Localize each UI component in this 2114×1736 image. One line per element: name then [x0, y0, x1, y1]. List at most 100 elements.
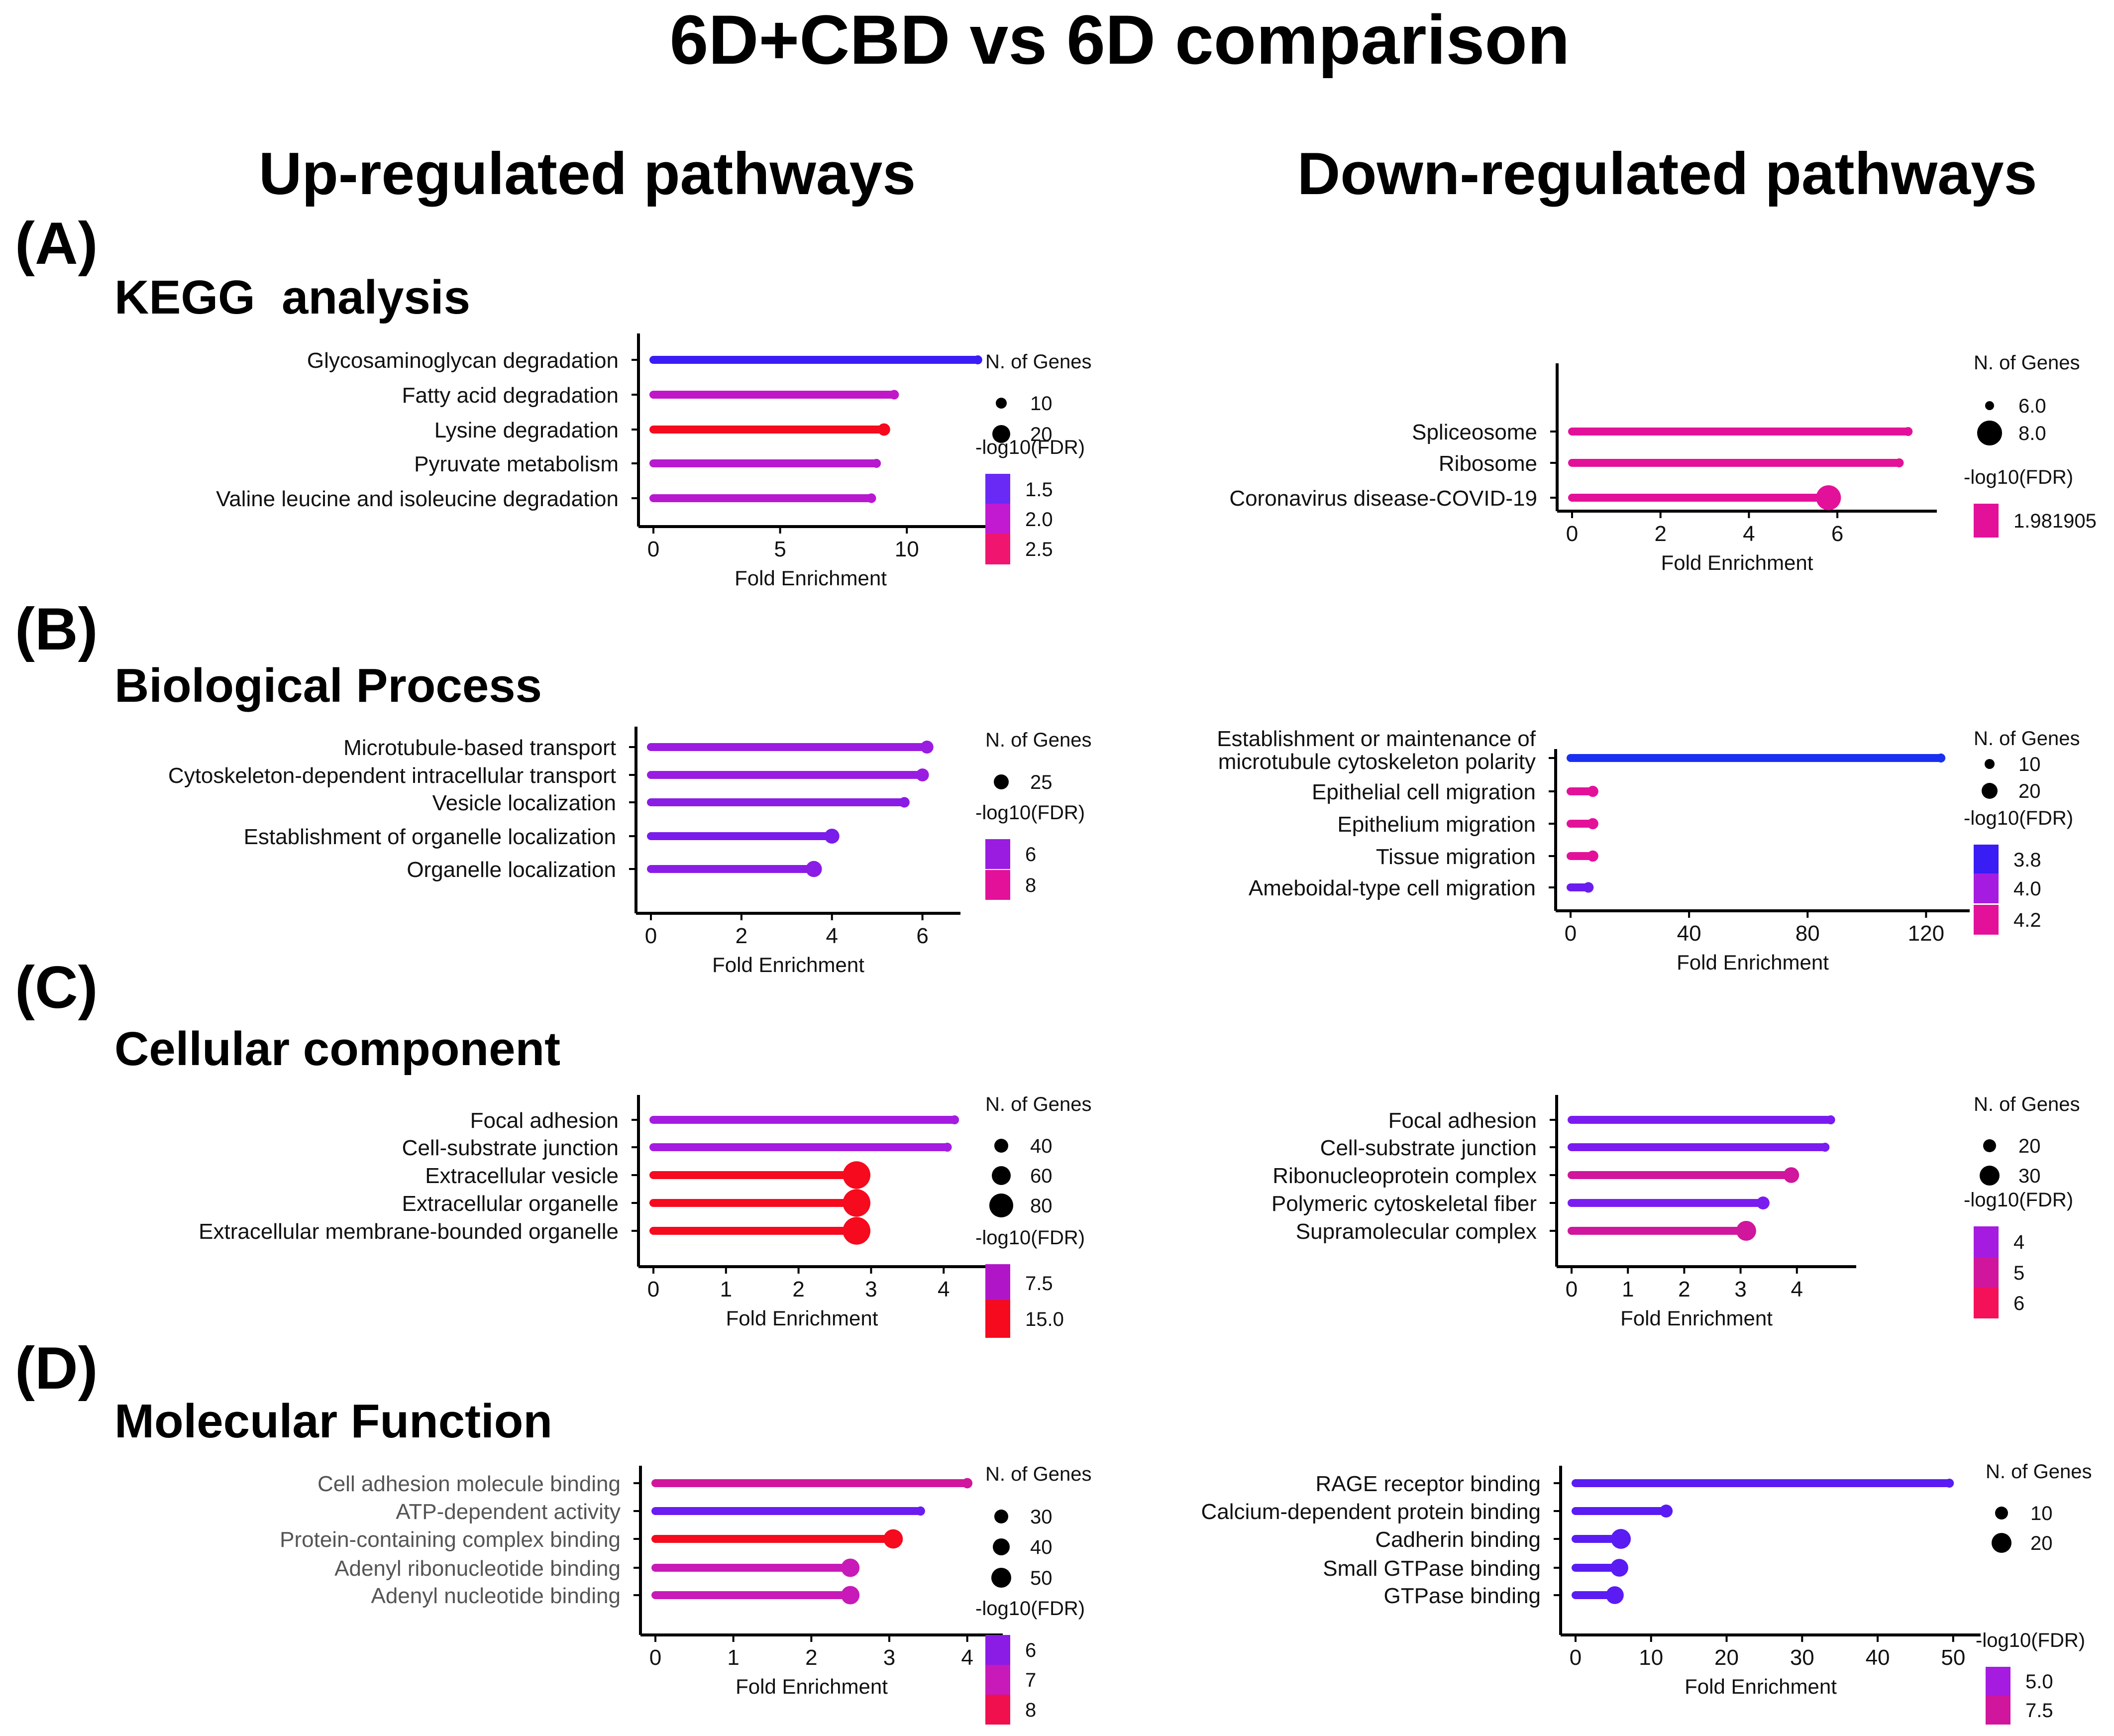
lollipop-point: [1816, 485, 1841, 510]
color-legend-label: 6: [1025, 1639, 1036, 1661]
section-letter-d: (D): [15, 1335, 98, 1402]
y-category-label: Organelle localization: [407, 858, 616, 882]
size-legend-label: 40: [1030, 1536, 1053, 1558]
lollipop-point: [843, 1189, 871, 1217]
size-legend-dot: [1983, 1139, 1996, 1152]
x-tick-label: 2: [1678, 1277, 1690, 1302]
chart-mf_up: 0 1 2 3 4 Fold Enrichment Cell adhesion molecu…: [280, 1463, 1091, 1725]
lollipop-point: [841, 1586, 860, 1605]
y-category-label: Cell-substrate junction: [402, 1136, 619, 1160]
size-legend-label: 40: [1030, 1135, 1053, 1157]
lollipop-point: [1945, 1479, 1954, 1488]
size-legend-dot: [1982, 783, 1998, 799]
size-legend-title: N. of Genes: [1974, 352, 2080, 374]
size-legend-title: N. of Genes: [985, 1463, 1091, 1485]
color-legend-label: 7: [1025, 1669, 1036, 1691]
x-tick-label: 2: [736, 924, 747, 948]
color-legend-label: 4: [2013, 1231, 2024, 1253]
color-legend-label: 2.0: [1025, 509, 1053, 531]
color-legend-swatch: [1974, 1226, 1999, 1257]
y-category-label: Focal adhesion: [470, 1108, 619, 1133]
size-legend-label: 80: [1030, 1195, 1053, 1217]
size-legend-label: 25: [1030, 771, 1053, 793]
x-tick-label: 2: [1654, 522, 1666, 546]
chart-kegg_down: 0 2 4 6 Fold Enrichment Spliceosome Ribosome Co…: [1229, 352, 2097, 574]
size-legend-label: 10: [2018, 754, 2041, 775]
x-tick-label: 10: [1639, 1645, 1663, 1670]
size-legend-label: 20: [2018, 780, 2041, 802]
size-legend-label: 60: [1030, 1165, 1053, 1187]
x-axis-title: Fold Enrichment: [1685, 1675, 1837, 1698]
color-legend-label: 8: [1025, 1699, 1036, 1721]
color-legend-swatch: [985, 1695, 1010, 1725]
y-category-label: RAGE receptor binding: [1316, 1472, 1541, 1496]
size-legend-title: N. of Genes: [1974, 728, 2080, 750]
lollipop-point: [1583, 882, 1594, 893]
x-tick-label: 1: [1622, 1277, 1634, 1302]
color-legend-title: -log10(FDR): [1964, 466, 2073, 488]
x-tick-label: 4: [961, 1645, 973, 1670]
chart-cc_down: 0 1 2 3 4 Fold Enrichment Focal adhesion Cell-s…: [1271, 1093, 2080, 1330]
down-heading: Down-regulated pathways: [1297, 140, 2037, 207]
lollipop-point: [1587, 785, 1598, 797]
size-legend-label: 8.0: [2018, 423, 2046, 444]
color-legend-label: 2.5: [1025, 539, 1053, 560]
lollipop-point: [1611, 1529, 1631, 1549]
lollipop-point: [916, 768, 929, 781]
x-axis-title: Fold Enrichment: [726, 1306, 878, 1330]
lollipop-point: [899, 797, 910, 808]
x-tick-label: 120: [1908, 921, 1944, 946]
y-category-label: Tissue migration: [1376, 845, 1536, 869]
x-tick-label: 4: [1791, 1277, 1803, 1302]
x-tick-label: 4: [826, 924, 838, 948]
size-legend-label: 10: [2030, 1503, 2053, 1524]
x-tick-label: 1: [727, 1645, 739, 1670]
lollipop-point: [883, 1529, 903, 1549]
lollipop-point: [1606, 1586, 1624, 1604]
lollipop-point: [841, 1558, 860, 1577]
y-category-label: ATP-dependent activity: [396, 1500, 621, 1524]
color-legend-swatch: [1974, 845, 1999, 874]
y-category-label: GTPase binding: [1383, 1584, 1541, 1608]
y-category-label: Microtubule-based transport: [343, 736, 616, 760]
chart-bp_down: 0 40 80 120 Fold Enrichment Establishment or …: [1217, 727, 2080, 974]
x-tick-label: 0: [647, 1277, 659, 1302]
section-title-biological-process: Biological Process: [114, 659, 542, 712]
y-category-label: Spliceosome: [1412, 420, 1537, 444]
color-legend-label: 1.5: [1025, 479, 1053, 501]
x-tick-label: 0: [645, 924, 657, 948]
lollipop-point: [1736, 1221, 1756, 1241]
size-legend-dot: [1977, 421, 2002, 445]
size-legend-dot: [1985, 401, 1994, 410]
size-legend-dot: [992, 1166, 1011, 1185]
color-legend-swatch: [1974, 873, 1999, 903]
x-tick-label: 3: [1734, 1277, 1746, 1302]
lollipop-point: [806, 861, 822, 877]
x-tick-label: 0: [1570, 1645, 1582, 1670]
size-legend-dot: [994, 1139, 1008, 1153]
color-legend-label: 6: [1025, 844, 1036, 866]
y-category-label: Coronavirus disease-COVID-19: [1229, 486, 1537, 511]
x-tick-label: 50: [1941, 1645, 1965, 1670]
x-tick-label: 40: [1866, 1645, 1890, 1670]
color-legend-swatch: [1974, 1257, 1999, 1288]
size-legend-dot: [1992, 1533, 2011, 1553]
y-category-label: Fatty acid degradation: [402, 383, 619, 408]
lollipop-point: [1820, 1143, 1830, 1152]
color-legend-swatch: [985, 839, 1010, 869]
lollipop-point: [1756, 1196, 1770, 1209]
lollipop-point: [950, 1115, 959, 1124]
size-legend-label: 20: [2018, 1135, 2041, 1157]
size-legend-label: 6.0: [2018, 395, 2046, 417]
size-legend-title: N. of Genes: [1986, 1461, 2092, 1483]
y-category-label: Extracellular organelle: [402, 1192, 619, 1216]
color-legend-swatch: [1974, 905, 1999, 935]
section-letter-b: (B): [15, 596, 98, 662]
y-category-label: Cadherin binding: [1375, 1527, 1541, 1552]
x-tick-label: 3: [883, 1645, 895, 1670]
color-legend-swatch: [985, 1300, 1010, 1338]
y-category-label: Ribosome: [1439, 451, 1537, 476]
chart-bp_up: 0 2 4 6 Fold Enrichment Microtubule-based tra…: [168, 727, 1091, 976]
lollipop-point: [1610, 1559, 1628, 1577]
